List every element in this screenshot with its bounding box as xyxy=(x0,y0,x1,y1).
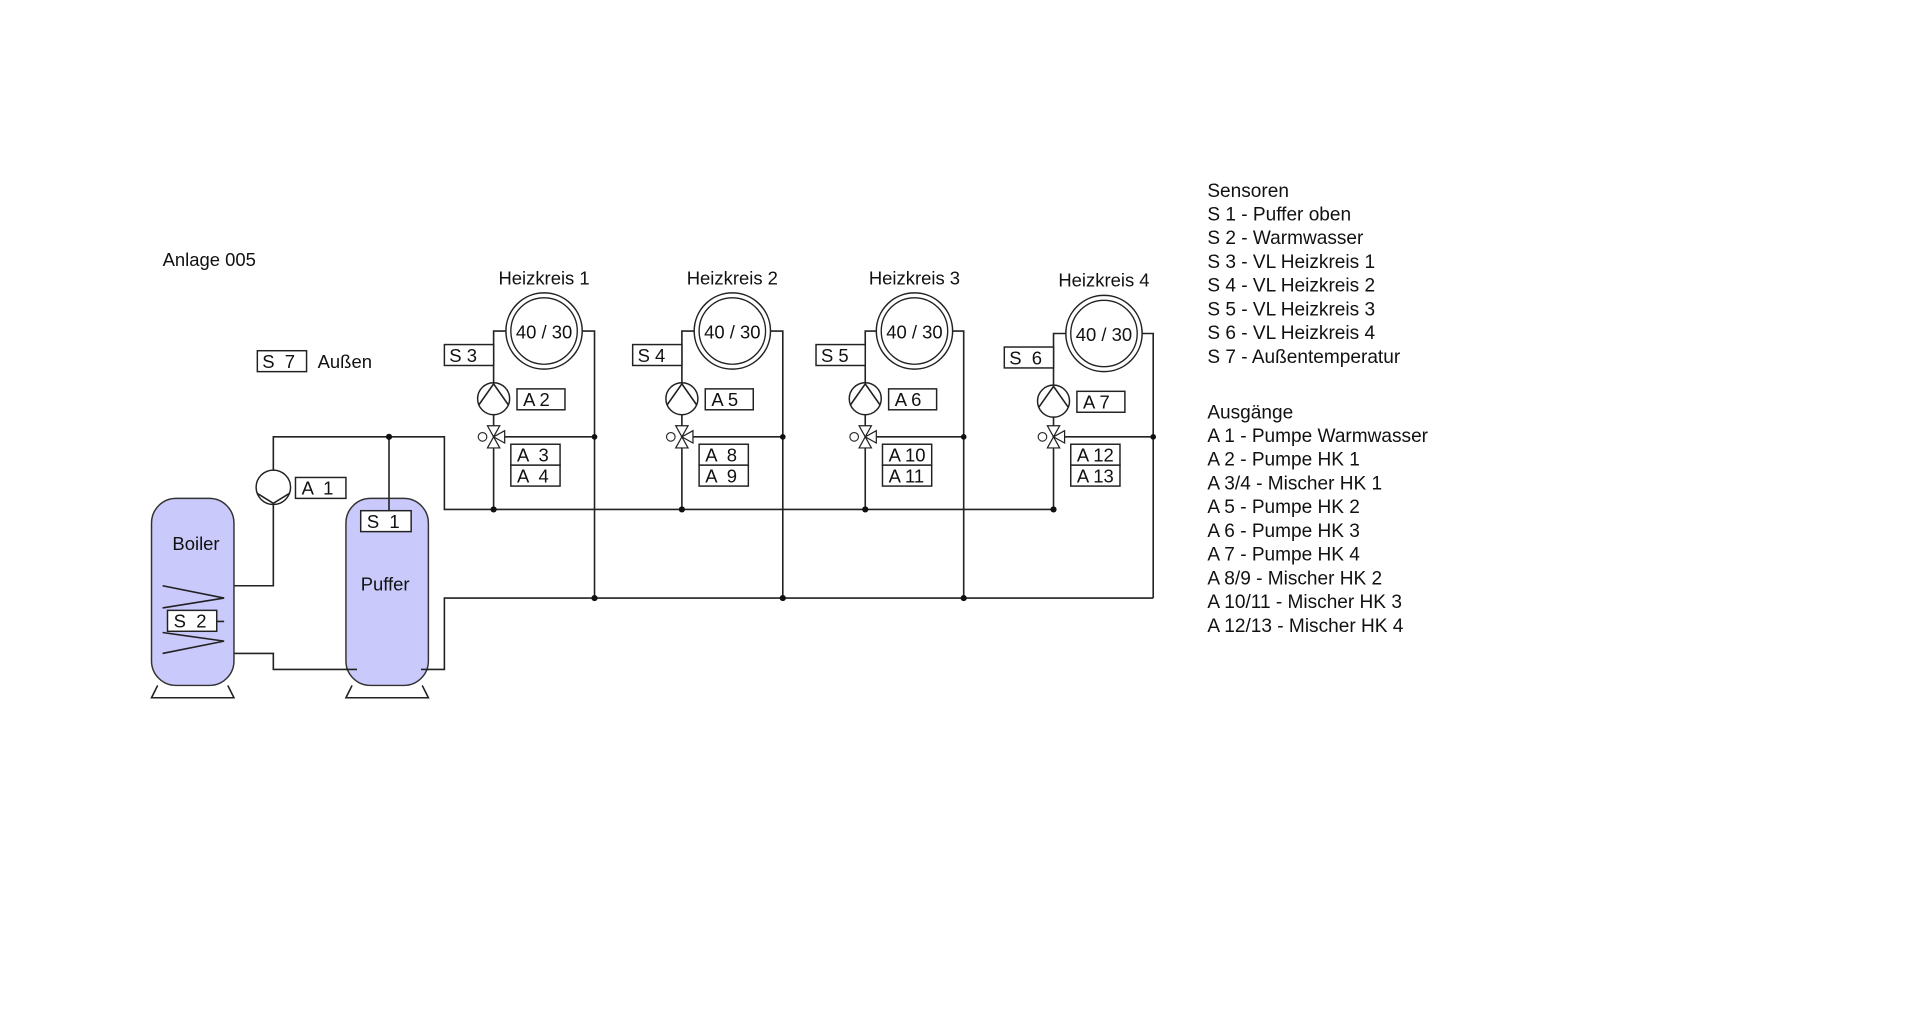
heating-circuit-3: 40 / 30 Heizkreis 3 S 5 A 6 A 10A 11 xyxy=(815,267,967,602)
svg-text:Außen: Außen xyxy=(318,351,372,372)
legend-output-item: A 3/4 - Mischer HK 1 xyxy=(1207,473,1382,494)
circuit-temps: 40 / 30 xyxy=(886,321,942,342)
radiator-icon xyxy=(1065,294,1143,373)
legend-outputs-title: Ausgänge xyxy=(1207,402,1293,423)
pump-a1: A 1 xyxy=(255,469,347,506)
heating-circuit-1: 40 / 30 Heizkreis 1 S 3 A 2 A 3A 4 xyxy=(443,267,598,602)
flow-sensor: S 6 xyxy=(1009,347,1042,368)
mixer-output-b: A 9 xyxy=(705,465,737,486)
pump-output: A 6 xyxy=(895,389,922,410)
pump-output: A 2 xyxy=(523,389,550,410)
legend-sensor-item: S 1 - Puffer oben xyxy=(1207,204,1351,225)
heating-circuit-2: 40 / 30 Heizkreis 2 S 4 A 5 A 8A 9 xyxy=(631,267,786,602)
legend-output-item: A 1 - Pumpe Warmwasser xyxy=(1207,426,1428,447)
mixer-output-a: A 8 xyxy=(705,444,737,465)
flow-sensor: S 4 xyxy=(638,345,666,366)
circuit-temps: 40 / 30 xyxy=(704,321,760,342)
mixer-output-a: A 10 xyxy=(889,444,926,465)
legend-output-item: A 6 - Pumpe HK 3 xyxy=(1207,521,1360,542)
mixer-output-a: A 12 xyxy=(1077,444,1114,465)
legend-sensor-item: S 7 - Außentemperatur xyxy=(1207,347,1400,368)
legend-sensors-title: Sensoren xyxy=(1207,181,1289,202)
flow-sensor: S 5 xyxy=(821,345,849,366)
radiator-icon xyxy=(505,292,583,370)
mixer-valve-icon xyxy=(486,425,506,449)
legend-output-item: A 10/11 - Mischer HK 3 xyxy=(1207,592,1402,613)
circuit-temps: 40 / 30 xyxy=(516,321,572,342)
heating-circuit-4: 40 / 30 Heizkreis 4 S 6 A 7 A 12A 13 xyxy=(1003,270,1157,599)
diagram-title: Anlage 005 xyxy=(163,249,256,270)
mixer-valve-icon xyxy=(1046,425,1066,449)
main-piping xyxy=(162,433,1154,671)
outdoor-sensor: S 7 Außen xyxy=(256,349,372,373)
legend-output-item: A 5 - Pumpe HK 2 xyxy=(1207,497,1360,518)
legend-sensor-item: S 5 - VL Heizkreis 3 xyxy=(1207,299,1375,320)
buffer-tank: S 1 Puffer xyxy=(344,497,430,699)
svg-text:A 1: A 1 xyxy=(302,478,334,499)
mixer-valve-icon xyxy=(674,425,694,449)
svg-text:Boiler: Boiler xyxy=(172,533,219,554)
pump-output: A 5 xyxy=(711,389,738,410)
radiator-icon xyxy=(693,292,772,370)
legend-output-item: A 7 - Pumpe HK 4 xyxy=(1207,545,1360,566)
legend-sensor-item: S 2 - Warmwasser xyxy=(1207,228,1364,249)
legend-sensor-item: S 6 - VL Heizkreis 4 xyxy=(1207,323,1375,344)
mixer-output-b: A 13 xyxy=(1077,465,1114,486)
pump-output: A 7 xyxy=(1083,392,1110,413)
legend-sensor-item: S 3 - VL Heizkreis 1 xyxy=(1207,252,1375,273)
legend-output-item: A 8/9 - Mischer HK 2 xyxy=(1207,568,1382,589)
circuit-name: Heizkreis 3 xyxy=(869,267,960,288)
legend-sensor-item: S 4 - VL Heizkreis 2 xyxy=(1207,276,1375,297)
mixer-output-b: A 4 xyxy=(517,465,549,486)
svg-text:S 7: S 7 xyxy=(262,351,295,372)
circuit-name: Heizkreis 2 xyxy=(687,267,778,288)
circuit-name: Heizkreis 1 xyxy=(498,267,589,288)
legend-output-item: A 2 - Pumpe HK 1 xyxy=(1207,450,1360,471)
mixer-valve-icon xyxy=(858,425,877,449)
boiler-tank: Boiler S 2 xyxy=(150,497,236,699)
legend: Sensoren S 1 - Puffer oben S 2 - Warmwass… xyxy=(1207,181,1428,637)
radiator-icon xyxy=(875,292,954,370)
legend-output-item: A 12/13 - Mischer HK 4 xyxy=(1207,616,1403,637)
sensor-s1: S 1 xyxy=(367,511,400,532)
mixer-output-b: A 11 xyxy=(889,465,925,486)
svg-text:Puffer: Puffer xyxy=(361,574,410,595)
mixer-output-a: A 3 xyxy=(517,444,549,465)
circuit-temps: 40 / 30 xyxy=(1076,324,1132,345)
flow-sensor: S 3 xyxy=(449,345,477,366)
circuit-name: Heizkreis 4 xyxy=(1058,270,1149,291)
sensor-s2: S 2 xyxy=(174,611,207,632)
